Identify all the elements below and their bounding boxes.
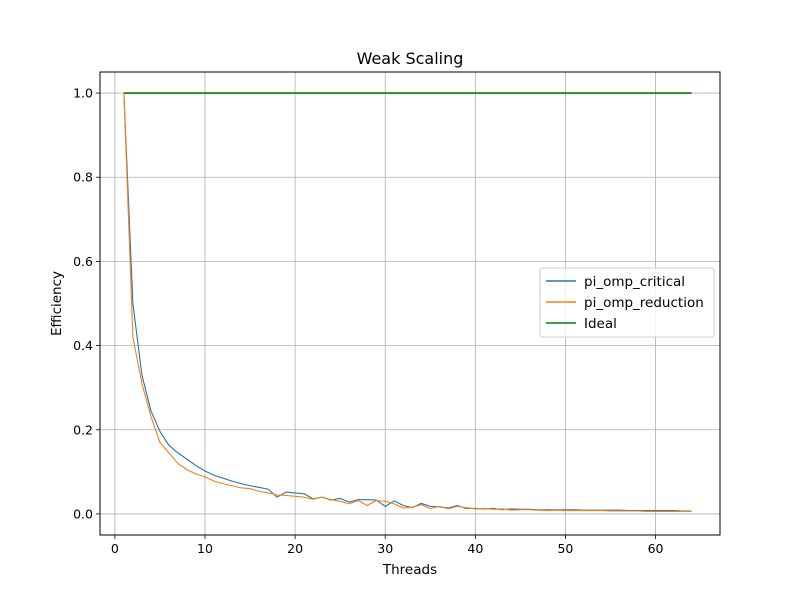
x-tick-label: 10: [197, 541, 213, 556]
y-tick-label: 0.6: [73, 254, 93, 269]
legend-box: [539, 267, 715, 338]
chart-title: Weak Scaling: [357, 49, 464, 68]
x-tick-label: 20: [287, 541, 303, 556]
y-tick-label: 0.4: [73, 338, 93, 353]
x-tick-label: 50: [557, 541, 573, 556]
series-lines: [123, 92, 692, 512]
y-tick-label: 0.0: [73, 506, 93, 521]
legend-label-ideal: Ideal: [584, 316, 617, 332]
legend: pi_omp_critical pi_omp_reduction Ideal: [539, 267, 715, 338]
y-tick-label: 0.8: [73, 170, 93, 185]
x-axis-label: Threads: [382, 562, 437, 578]
series-line-pi-omp-reduction: [123, 93, 692, 512]
x-tick-label: 0: [111, 541, 119, 556]
x-tick-label: 60: [648, 541, 664, 556]
x-tick-label: 40: [467, 541, 483, 556]
plot-area-frame: [99, 71, 721, 536]
x-tick-label: 30: [377, 541, 393, 556]
grid: [100, 72, 720, 535]
y-tick-label: 1.0: [73, 86, 93, 101]
axis-ticks: 0 10 20 30 40 50 60 0.0 0.2 0.4 0.6 0.8 1.0: [73, 86, 663, 556]
legend-label-pi-omp-reduction: pi_omp_reduction: [584, 295, 704, 311]
y-axis-label: Efficiency: [49, 271, 65, 336]
y-tick-label: 0.2: [73, 422, 93, 437]
legend-label-pi-omp-critical: pi_omp_critical: [584, 274, 685, 290]
